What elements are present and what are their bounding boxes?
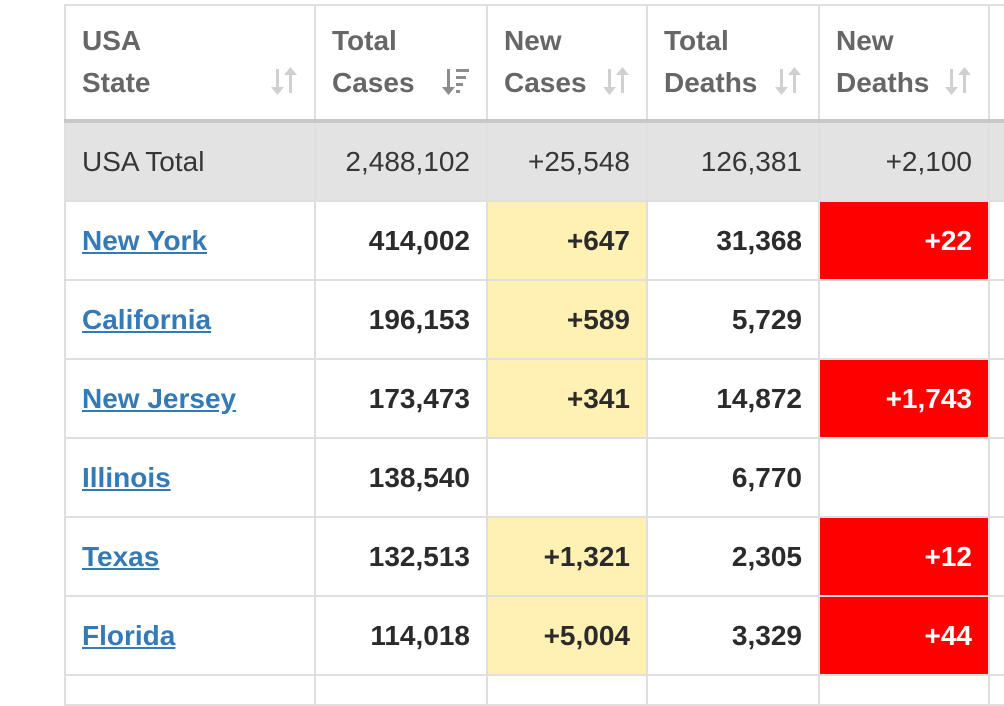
state-link-california[interactable]: California: [82, 303, 212, 335]
header-usa-state[interactable]: USA State: [64, 4, 316, 123]
total-deaths-value: 14,872: [646, 358, 820, 439]
state-link-new-jersey[interactable]: New Jersey: [82, 382, 237, 414]
header-line1: New: [504, 24, 562, 56]
total-deaths-value: 31,368: [646, 200, 820, 281]
state-cell: Florida: [64, 595, 316, 676]
empty-cell: [64, 674, 316, 706]
empty-cell: [646, 674, 820, 706]
header-new-deaths[interactable]: New Deaths: [818, 4, 990, 123]
total-cases-value: 196,153: [314, 279, 488, 360]
state-cell: New Jersey: [64, 358, 316, 439]
state-link-illinois[interactable]: Illinois: [82, 461, 171, 493]
extra-cell: [988, 200, 1004, 281]
new-cases-value: +647: [486, 200, 648, 281]
new-cases-value: +25,548: [486, 120, 648, 202]
header-row: USA State Total Cases New Cases: [64, 4, 1004, 123]
header-line2: State: [82, 66, 151, 98]
total-deaths-value: 126,381: [646, 120, 820, 202]
sort-both-icon[interactable]: [944, 65, 972, 97]
header-line1: Total: [664, 24, 729, 56]
table-row: New Jersey 173,473 +341 14,872 +1,743: [64, 358, 1004, 439]
new-deaths-value: [818, 437, 990, 518]
total-deaths-value: 3,329: [646, 595, 820, 676]
total-deaths-value: 2,305: [646, 516, 820, 597]
table-row-partial: [64, 674, 1004, 706]
extra-cell: [988, 279, 1004, 360]
new-cases-value: [486, 437, 648, 518]
extra-cell: [988, 516, 1004, 597]
new-cases-value: +1,321: [486, 516, 648, 597]
total-cases-value: 414,002: [314, 200, 488, 281]
new-deaths-value: +12: [818, 516, 990, 597]
header-total-cases[interactable]: Total Cases: [314, 4, 488, 123]
header-line2: Deaths: [664, 66, 758, 98]
empty-cell: [818, 674, 990, 706]
header-line1: New: [836, 24, 894, 56]
new-deaths-value: [818, 279, 990, 360]
total-cases-value: 132,513: [314, 516, 488, 597]
header-extra-column: [988, 4, 1004, 123]
state-link-new-york[interactable]: New York: [82, 224, 208, 256]
usa-total-row: USA Total 2,488,102 +25,548 126,381 +2,1…: [64, 120, 1004, 202]
total-cases-value: 2,488,102: [314, 120, 488, 202]
new-deaths-value: +22: [818, 200, 990, 281]
total-deaths-value: 6,770: [646, 437, 820, 518]
table-row: Texas 132,513 +1,321 2,305 +12: [64, 516, 1004, 597]
covid-states-table: USA State Total Cases New Cases: [64, 4, 1004, 706]
header-new-cases[interactable]: New Cases: [486, 4, 648, 123]
state-cell: New York: [64, 200, 316, 281]
total-cases-value: 173,473: [314, 358, 488, 439]
new-cases-value: +589: [486, 279, 648, 360]
table-row: California 196,153 +589 5,729: [64, 279, 1004, 360]
state-link-texas[interactable]: Texas: [82, 540, 160, 572]
empty-cell: [314, 674, 488, 706]
total-cases-value: 138,540: [314, 437, 488, 518]
sort-both-icon[interactable]: [602, 65, 630, 97]
sort-both-icon[interactable]: [270, 65, 298, 97]
sort-descending-icon[interactable]: [442, 65, 470, 97]
total-deaths-value: 5,729: [646, 279, 820, 360]
header-line1: USA: [82, 24, 142, 56]
new-deaths-value: +44: [818, 595, 990, 676]
state-cell: Illinois: [64, 437, 316, 518]
empty-cell: [486, 674, 648, 706]
table-row: Illinois 138,540 6,770: [64, 437, 1004, 518]
header-line2: Cases: [332, 66, 415, 98]
header-line1: Total: [332, 24, 397, 56]
extra-cell: [988, 437, 1004, 518]
total-cases-value: 114,018: [314, 595, 488, 676]
state-cell: California: [64, 279, 316, 360]
new-cases-value: +341: [486, 358, 648, 439]
header-line2: Deaths: [836, 66, 930, 98]
header-line2: Cases: [504, 66, 587, 98]
new-cases-value: +5,004: [486, 595, 648, 676]
sort-both-icon[interactable]: [774, 65, 802, 97]
extra-cell: [988, 120, 1004, 202]
table-row: Florida 114,018 +5,004 3,329 +44: [64, 595, 1004, 676]
state-cell: Texas: [64, 516, 316, 597]
new-deaths-value: +2,100: [818, 120, 990, 202]
new-deaths-value: +1,743: [818, 358, 990, 439]
empty-cell: [988, 674, 1004, 706]
header-total-deaths[interactable]: Total Deaths: [646, 4, 820, 123]
total-label: USA Total: [64, 120, 316, 202]
state-link-florida[interactable]: Florida: [82, 619, 176, 651]
extra-cell: [988, 358, 1004, 439]
table-row: New York 414,002 +647 31,368 +22: [64, 200, 1004, 281]
extra-cell: [988, 595, 1004, 676]
